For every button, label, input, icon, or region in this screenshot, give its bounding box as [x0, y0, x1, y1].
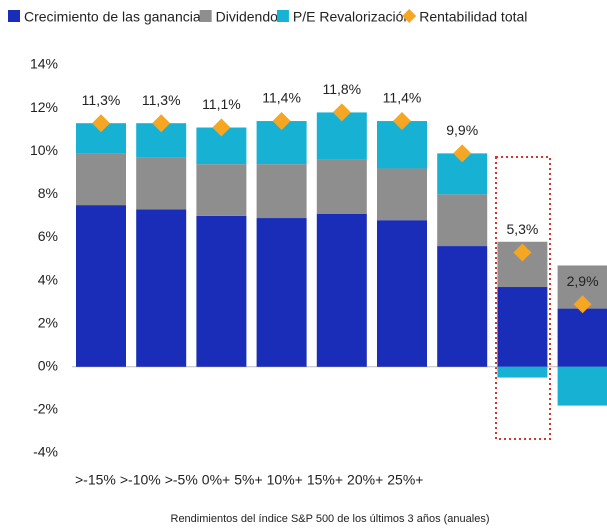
- value-label: 11,3%: [142, 92, 181, 108]
- total-marker: [152, 114, 171, 133]
- legend-swatch: [8, 10, 20, 22]
- value-label: 11,1%: [202, 96, 241, 112]
- value-label: 2,9%: [567, 273, 599, 289]
- x-tick-label: >-10%: [120, 472, 161, 488]
- legend-swatch: [199, 10, 212, 22]
- x-tick-label: 20%+: [347, 472, 383, 488]
- x-tick-label: >-5%: [165, 472, 198, 488]
- value-label: 11,4%: [383, 90, 422, 106]
- legend-swatch: [276, 10, 289, 22]
- y-tick-label: 4%: [38, 271, 58, 287]
- bar-segment: [557, 308, 607, 367]
- total-marker: [92, 114, 110, 133]
- x-tick-label: 15%+: [307, 472, 343, 488]
- y-tick-label: -4%: [33, 444, 58, 460]
- bar-segment: [196, 164, 247, 216]
- bar-segment: [557, 366, 607, 406]
- total-marker: [453, 144, 472, 163]
- x-tick-label: 10%+: [267, 472, 303, 488]
- bar-segment: [76, 153, 126, 206]
- legend-swatch: [402, 9, 417, 23]
- value-label: 11,8%: [322, 81, 361, 97]
- legend-label: Crecimiento de las ganancias: [24, 9, 208, 25]
- value-label: 9,9%: [446, 122, 478, 138]
- bar-segment: [316, 159, 367, 214]
- bar-segment: [256, 218, 307, 367]
- y-tick-label: 10%: [30, 142, 58, 158]
- y-tick-label: 14%: [30, 56, 58, 72]
- x-tick-label: 25%+: [387, 472, 423, 488]
- y-tick-label: 2%: [38, 314, 58, 330]
- y-tick-label: 6%: [38, 228, 58, 244]
- bar-segment: [377, 168, 427, 221]
- y-tick-label: 0%: [38, 357, 58, 373]
- y-tick-label: 12%: [30, 99, 58, 115]
- bar-segment: [316, 213, 367, 367]
- bar-segment: [76, 205, 126, 367]
- x-tick-label: >-15%: [75, 472, 116, 488]
- total-marker: [212, 118, 231, 137]
- total-marker: [272, 112, 291, 131]
- bar-segment: [437, 194, 488, 247]
- y-tick-label: -2%: [33, 401, 58, 417]
- total-marker: [332, 103, 351, 122]
- bar-segment: [497, 366, 548, 378]
- bar-segment: [377, 220, 427, 367]
- x-axis-title: Rendimientos del índice S&P 500 de los ú…: [171, 513, 490, 525]
- bar-segment: [136, 209, 187, 367]
- x-tick-label: 0%+: [202, 472, 230, 488]
- total-marker: [393, 112, 411, 131]
- legend-label: P/E Revalorización: [293, 9, 411, 25]
- value-label: 11,3%: [82, 92, 121, 108]
- total-marker: [513, 243, 532, 262]
- value-label: 5,3%: [506, 221, 538, 237]
- bar-segment: [437, 246, 488, 367]
- total-marker: [573, 295, 592, 314]
- y-tick-label: 8%: [38, 185, 58, 201]
- x-tick-label: 5%+: [234, 472, 262, 488]
- highlight-box: [495, 156, 551, 440]
- bar-segment: [256, 164, 307, 219]
- legend-label: Rentabilidad total: [419, 9, 527, 25]
- value-label: 11,4%: [262, 90, 301, 106]
- bar-segment: [497, 287, 548, 367]
- legend-label: Dividendos: [216, 9, 285, 25]
- bar-segment: [196, 215, 247, 367]
- bar-segment: [136, 157, 187, 210]
